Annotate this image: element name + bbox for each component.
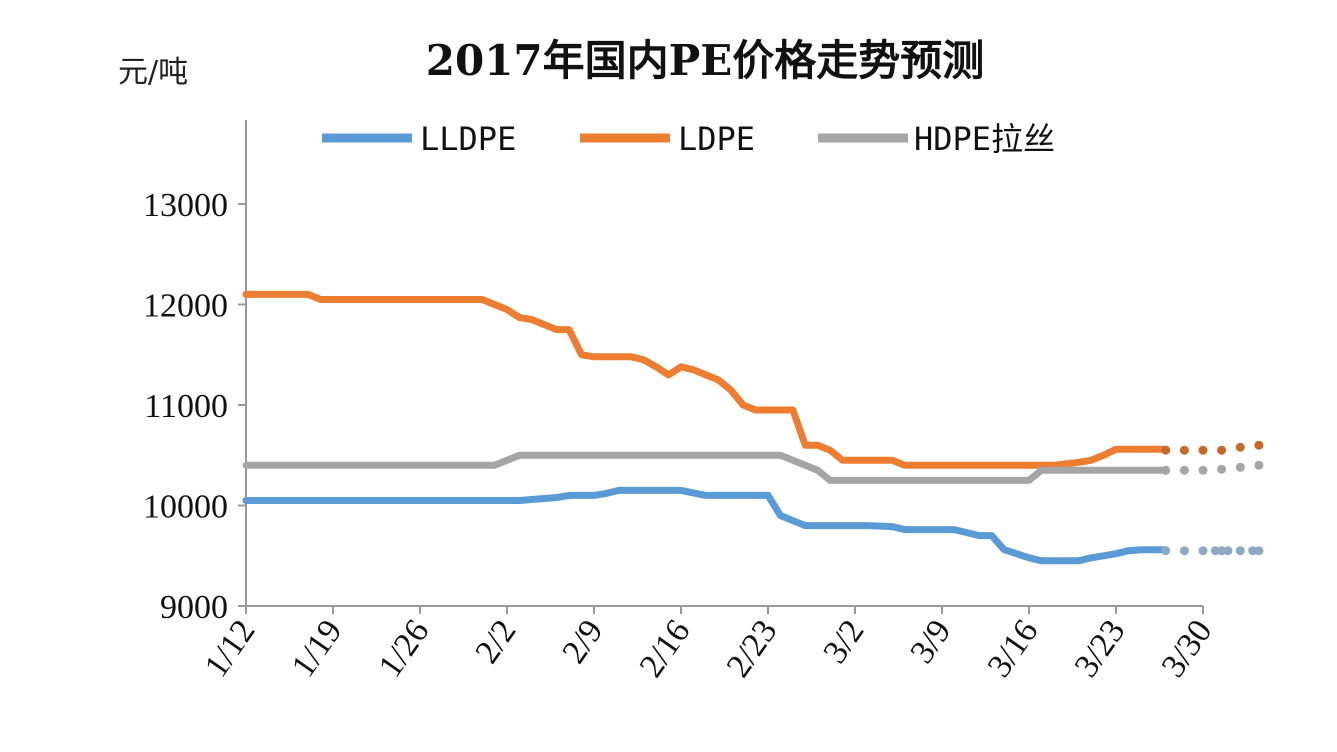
forecast-point-lldpe xyxy=(1254,546,1264,556)
forecast-point-ldpe xyxy=(1254,440,1264,450)
y-tick-label: 9000 xyxy=(160,589,228,626)
x-tick-label: 2/16 xyxy=(633,613,698,684)
x-tick-label: 3/23 xyxy=(1068,613,1133,684)
forecast-point-ldpe xyxy=(1235,442,1245,452)
chart-title: 2017年国内PE价格走势预测 xyxy=(426,36,985,85)
forecast-point-hdpe xyxy=(1217,464,1227,474)
forecast-point-ldpe xyxy=(1217,445,1227,455)
forecast-point-ldpe xyxy=(1198,445,1208,455)
series-line-ldpe xyxy=(242,290,1170,469)
forecast-point-hdpe xyxy=(1254,460,1264,470)
forecast-point-lldpe xyxy=(1161,546,1171,556)
series-line-hdpe xyxy=(242,451,1170,484)
forecast-point-ldpe xyxy=(1179,445,1189,455)
forecast-point-lldpe xyxy=(1223,546,1233,556)
y-tick-label: 11000 xyxy=(144,388,228,425)
y-tick-label: 10000 xyxy=(143,489,228,526)
x-tick-label: 3/9 xyxy=(903,613,958,670)
x-tick-label: 3/16 xyxy=(981,613,1046,684)
x-tick-label: 3/2 xyxy=(816,613,871,670)
y-tick-label: 12000 xyxy=(143,288,228,325)
forecast-point-lldpe xyxy=(1198,546,1208,556)
forecast-point-lldpe xyxy=(1235,546,1245,556)
forecast-point-hdpe xyxy=(1198,465,1208,475)
x-tick-label: 2/23 xyxy=(720,613,785,684)
forecast-point-hdpe xyxy=(1179,465,1189,475)
x-tick-label: 3/30 xyxy=(1155,613,1220,684)
axes xyxy=(245,120,1203,607)
legend-label-lldpe: LLDPE xyxy=(420,120,516,158)
x-tick-label: 1/19 xyxy=(285,613,350,684)
forecast-point-lldpe xyxy=(1217,546,1227,556)
forecast-point-hdpe xyxy=(1235,462,1245,472)
series-layer xyxy=(242,290,1264,565)
series-line-lldpe xyxy=(242,486,1170,565)
x-tick-label: 2/9 xyxy=(555,613,610,670)
legend-label-ldpe: LDPE xyxy=(678,120,755,158)
forecast-point-lldpe xyxy=(1210,546,1220,556)
forecast-point-ldpe xyxy=(1161,445,1171,455)
y-tick-label: 13000 xyxy=(143,187,228,224)
forecast-point-lldpe xyxy=(1248,546,1258,556)
legend: LLDPE LDPE HDPE拉丝 xyxy=(322,120,1055,158)
x-tick-label: 1/26 xyxy=(372,613,437,684)
y-axis-ticks: 9000 10000 11000 12000 13000 xyxy=(143,187,246,626)
forecast-point-hdpe xyxy=(1161,465,1171,475)
x-tick-label: 2/2 xyxy=(468,613,523,670)
x-axis-ticks: 1/12 1/19 1/26 2/2 2/9 2/16 2/23 3/2 3/9 3/16 3/23… xyxy=(198,606,1220,684)
y-unit-label: 元/吨 xyxy=(118,55,188,90)
forecast-point-lldpe xyxy=(1179,546,1189,556)
legend-label-hdpe: HDPE拉丝 xyxy=(914,120,1055,158)
